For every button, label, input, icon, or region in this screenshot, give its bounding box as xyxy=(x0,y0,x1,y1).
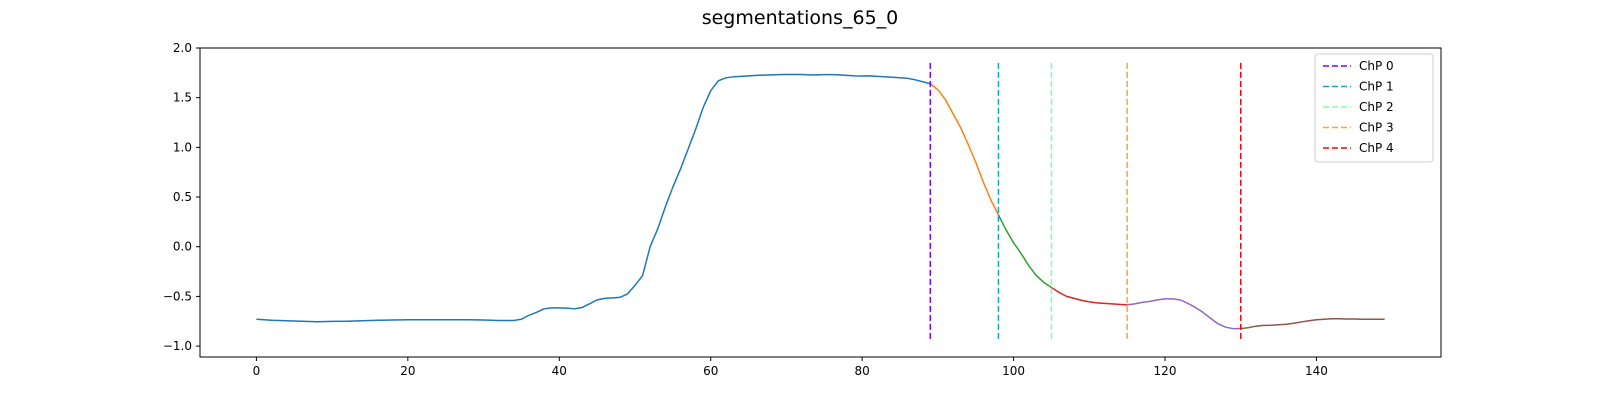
x-tick-label: 80 xyxy=(855,364,870,378)
y-tick-label: −0.5 xyxy=(163,289,192,303)
y-tick-label: 2.0 xyxy=(173,41,192,55)
legend-label-3: ChP 3 xyxy=(1359,121,1394,135)
y-tick-label: 1.5 xyxy=(173,91,192,105)
series-line-0 xyxy=(256,73,931,323)
legend-label-0: ChP 0 xyxy=(1359,59,1394,73)
legend-box xyxy=(1314,53,1434,163)
y-tick-label: 1.0 xyxy=(173,140,192,154)
y-axis: −1.0 −0.5 0.0 0.5 1.0 1.5 2.0 xyxy=(163,41,200,353)
y-tick-label: 0.0 xyxy=(173,240,192,254)
x-tick-label: 40 xyxy=(552,364,567,378)
x-tick-label: 100 xyxy=(1002,364,1025,378)
x-tick-label: 0 xyxy=(253,364,261,378)
y-tick-label: 0.5 xyxy=(173,190,192,204)
series-line-5 xyxy=(1240,318,1385,330)
legend-label-2: ChP 2 xyxy=(1359,100,1394,114)
legend-label-1: ChP 1 xyxy=(1359,80,1394,94)
x-tick-label: 120 xyxy=(1154,364,1177,378)
legend: ChP 0 ChP 1 ChP 2 ChP 3 ChP 4 xyxy=(1314,53,1434,163)
series-line-1 xyxy=(929,83,1000,216)
series-line-4 xyxy=(1127,298,1241,330)
x-tick-label: 20 xyxy=(400,364,415,378)
legend-label-4: ChP 4 xyxy=(1359,141,1394,155)
series-line-2 xyxy=(997,214,1052,289)
changepoint-lines xyxy=(929,62,1242,342)
plot-lines xyxy=(256,73,1385,330)
series-line-3 xyxy=(1051,286,1128,306)
plot-frame xyxy=(199,47,1442,358)
x-axis: 0 20 40 60 80 100 120 140 xyxy=(253,357,1328,378)
chart-title: segmentations_65_0 xyxy=(702,7,899,29)
x-tick-label: 140 xyxy=(1305,364,1328,378)
y-tick-label: −1.0 xyxy=(163,339,192,353)
x-tick-label: 60 xyxy=(703,364,718,378)
